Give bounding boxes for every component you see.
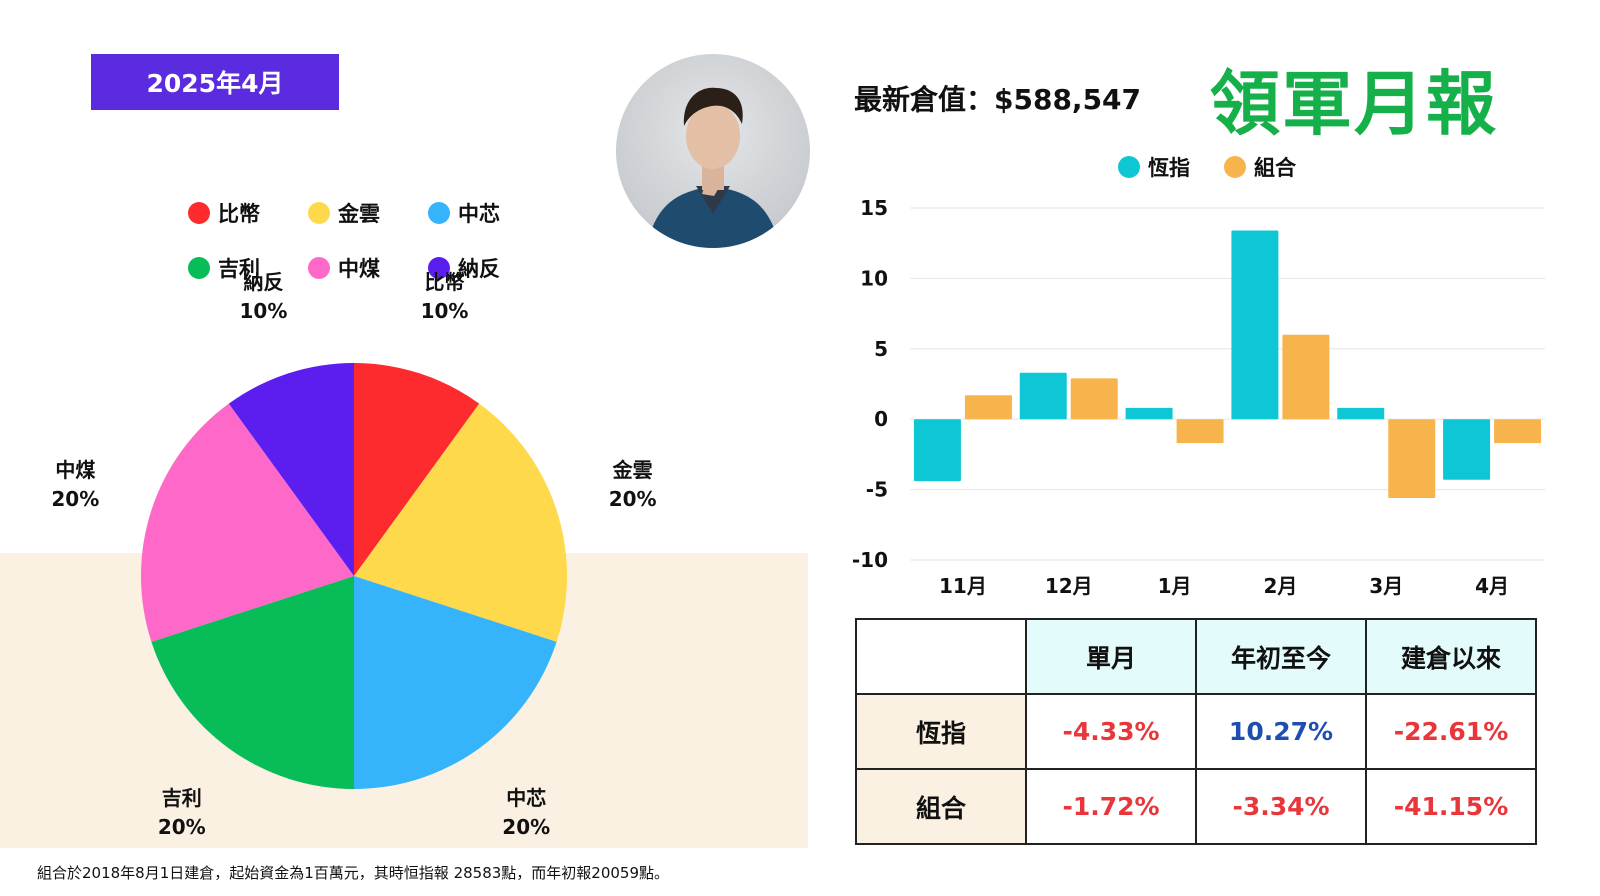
legend-item-geely: 吉利 — [188, 253, 260, 283]
date-badge: 2025年4月 — [91, 54, 339, 110]
pie-slice-label: 吉利 20% — [152, 784, 212, 842]
x-tick-label: 12月 — [1045, 574, 1093, 598]
legend-label: 恆指 — [1148, 156, 1190, 180]
bar-chart: 15 10 5 0 -5 -10 11月 12月 1月 2月 3月 4月 — [850, 190, 1550, 600]
bar — [1070, 378, 1118, 420]
y-tick-label: 0 — [874, 407, 888, 431]
legend-label: 金雲 — [338, 202, 380, 226]
slice-name: 中芯 — [506, 786, 547, 811]
pie-chart-svg — [140, 363, 567, 789]
legend-label: 比幣 — [218, 202, 260, 226]
table-cell: -4.33% — [1025, 693, 1197, 770]
bar — [1231, 230, 1279, 420]
bar — [1388, 419, 1436, 499]
table-cell: 10.27% — [1195, 693, 1367, 770]
pie-slice-label: 金雲 20% — [603, 456, 663, 514]
table-corner-cell — [855, 618, 1027, 695]
bar — [1494, 419, 1542, 444]
y-tick-label: -10 — [852, 548, 888, 572]
legend-item-jinyun: 金雲 — [308, 198, 380, 228]
bar — [913, 419, 961, 482]
bar — [1282, 334, 1330, 420]
slice-percent: 10% — [420, 299, 469, 324]
slice-percent: 20% — [157, 815, 206, 840]
slice-percent: 20% — [502, 815, 551, 840]
bar — [1019, 372, 1067, 420]
x-tick-label: 2月 — [1263, 574, 1297, 598]
bar — [1125, 407, 1173, 420]
legend-dot — [428, 202, 450, 224]
legend-dot — [308, 257, 330, 279]
pie-slice — [140, 403, 354, 642]
bar-chart-legend: 恆指 組合 — [1118, 152, 1330, 182]
pie-slice — [228, 363, 354, 576]
footnote: 組合於2018年8月1日建倉，起始資金為1百萬元，其時恒指報 28583點，而年… — [37, 864, 670, 882]
legend-item-nasdaq-inverse: 納反 — [428, 253, 500, 283]
legend-item-hang-seng: 恆指 — [1118, 152, 1190, 182]
bar — [1443, 419, 1491, 480]
legend-dot — [188, 257, 210, 279]
pie-slice — [354, 363, 480, 576]
slice-percent: 10% — [239, 299, 288, 324]
table-row: 組合 -1.72% -3.34% -41.15% — [855, 768, 1537, 845]
pie-slice — [151, 576, 354, 789]
table-row: 恆指 -4.33% 10.27% -22.61% — [855, 693, 1537, 770]
column-header-monthly: 單月 — [1025, 618, 1197, 695]
legend-label: 吉利 — [218, 257, 260, 281]
slice-percent: 20% — [608, 487, 657, 512]
x-tick-label: 11月 — [939, 574, 987, 598]
table-header-row: 單月 年初至今 建倉以來 — [855, 618, 1537, 695]
pie-chart: 比幣 10% 金雲 20% 中芯 20% 吉利 20% 中煤 20% 納反 10% — [0, 270, 808, 839]
legend-label: 中煤 — [338, 257, 380, 281]
pie-slice-label: 中芯 20% — [496, 784, 556, 842]
legend-item-bitcoin: 比幣 — [188, 198, 260, 228]
legend-dot — [1224, 156, 1246, 178]
performance-table: 單月 年初至今 建倉以來 恆指 -4.33% 10.27% -22.61% 組合… — [855, 618, 1537, 845]
legend-item-portfolio: 組合 — [1224, 152, 1296, 182]
slice-name: 中煤 — [55, 458, 96, 483]
row-header-portfolio: 組合 — [855, 768, 1027, 845]
y-tick-label: 10 — [860, 266, 888, 290]
y-tick-label: 15 — [860, 196, 888, 220]
bar — [1337, 407, 1385, 420]
legend-dot — [188, 202, 210, 224]
legend-dot — [1118, 156, 1140, 178]
report-title: 領軍月報 — [1210, 63, 1498, 145]
slice-name: 金雲 — [612, 458, 653, 483]
legend-item-china-coal: 中煤 — [308, 253, 380, 283]
column-header-ytd: 年初至今 — [1195, 618, 1367, 695]
slice-name: 吉利 — [161, 786, 202, 811]
bar — [964, 395, 1012, 420]
table-cell: -22.61% — [1365, 693, 1537, 770]
row-header-hang-seng: 恆指 — [855, 693, 1027, 770]
pie-slice-label: 中煤 20% — [45, 456, 105, 514]
presenter-photo — [616, 54, 810, 248]
legend-dot — [428, 257, 450, 279]
pie-slice — [354, 576, 557, 789]
y-tick-label: 5 — [874, 337, 888, 361]
table-cell: -41.15% — [1365, 768, 1537, 845]
pie-legend: 比幣 金雲 中芯 吉利 中煤 納反 — [188, 198, 548, 288]
latest-portfolio-value: 最新倉值：$588,547 — [854, 83, 1142, 116]
table-cell: -1.72% — [1025, 768, 1197, 845]
x-tick-label: 3月 — [1369, 574, 1403, 598]
legend-item-smic: 中芯 — [428, 198, 500, 228]
pie-slice-label: 納反 10% — [233, 268, 293, 326]
bar — [1176, 419, 1224, 444]
legend-label: 組合 — [1254, 156, 1296, 180]
bar-chart-svg: 15 10 5 0 -5 -10 11月 12月 1月 2月 3月 4月 — [852, 196, 1545, 598]
legend-label: 中芯 — [458, 202, 500, 226]
legend-label: 納反 — [458, 257, 500, 281]
y-tick-label: -5 — [866, 478, 888, 502]
x-tick-label: 4月 — [1475, 574, 1509, 598]
pie-slice — [354, 403, 567, 642]
column-header-since-inception: 建倉以來 — [1365, 618, 1537, 695]
slice-name: 納反 — [243, 270, 284, 295]
table-cell: -3.34% — [1195, 768, 1367, 845]
pie-slice-label: 比幣 10% — [415, 268, 475, 326]
slice-percent: 20% — [51, 487, 100, 512]
legend-dot — [308, 202, 330, 224]
slice-name: 比幣 — [424, 270, 465, 295]
x-tick-label: 1月 — [1158, 574, 1192, 598]
